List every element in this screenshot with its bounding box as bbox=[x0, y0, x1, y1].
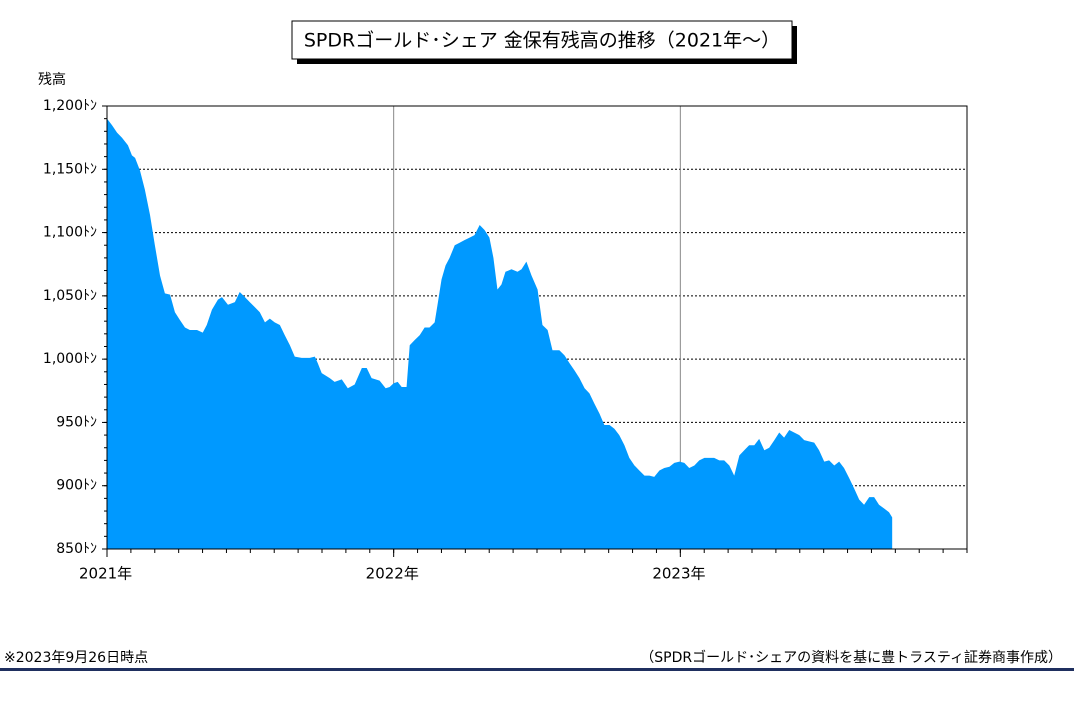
y-tick-label: 1,150ﾄﾝ bbox=[43, 161, 97, 177]
y-tick-label: 900ﾄﾝ bbox=[56, 478, 97, 494]
title-box bbox=[291, 20, 793, 60]
area bbox=[107, 118, 893, 550]
y-tick-label: 1,100ﾄﾝ bbox=[43, 225, 97, 241]
x-tick-label: 2022年 bbox=[366, 565, 419, 583]
y-tick-label: 1,050ﾄﾝ bbox=[43, 288, 97, 304]
footnote: ※2023年9月26日時点 bbox=[4, 650, 148, 666]
chart-title: SPDRゴールド･シェア 金保有残高の推移（2021年～） bbox=[304, 30, 780, 52]
y-tick-label: 850ﾄﾝ bbox=[56, 541, 97, 557]
y-axis-label: 残高 bbox=[38, 71, 66, 88]
y-tick-label: 1,200ﾄﾝ bbox=[43, 98, 97, 114]
source: （SPDRゴールド･シェアの資料を基に豊トラスティ証券商事作成） bbox=[640, 649, 1062, 666]
x-tick-label: 2021年 bbox=[79, 565, 132, 583]
footer-rule bbox=[0, 668, 1074, 671]
y-tick-label: 1,000ﾄﾝ bbox=[43, 351, 97, 367]
x-tick-label: 2023年 bbox=[652, 565, 705, 583]
y-tick-label: 950ﾄﾝ bbox=[56, 414, 97, 430]
